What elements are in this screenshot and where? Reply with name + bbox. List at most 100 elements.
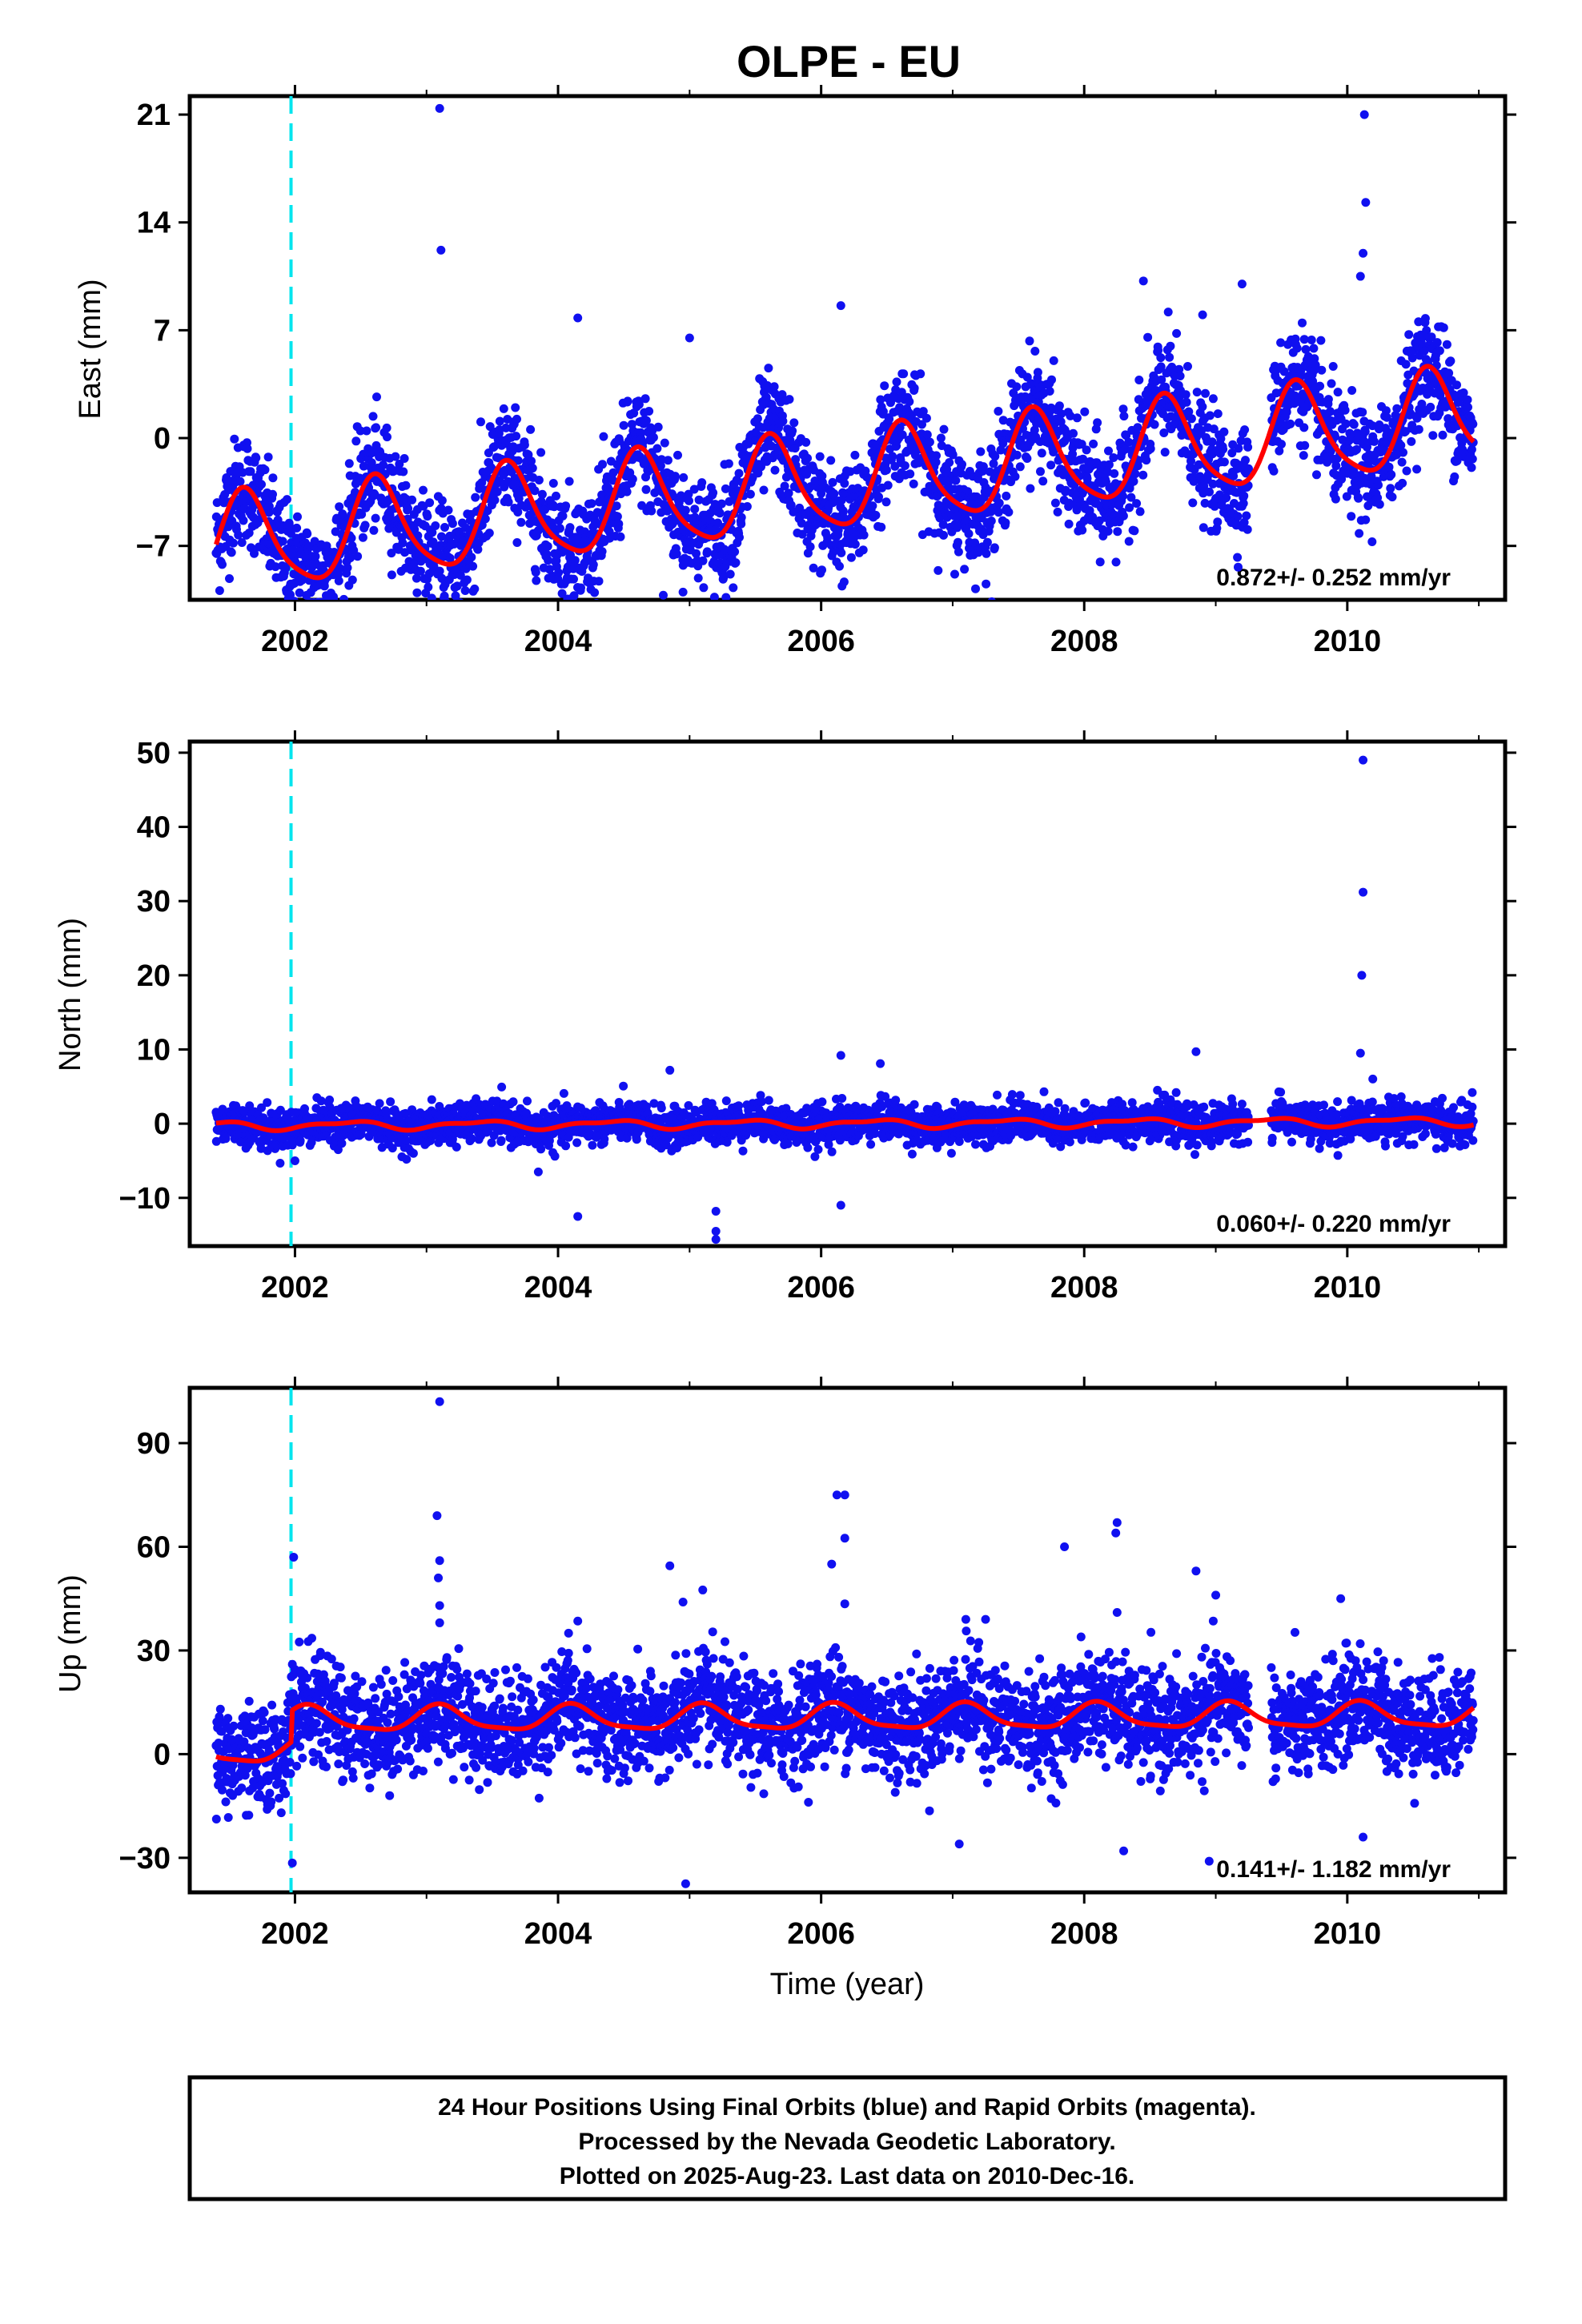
east-point [709, 593, 719, 600]
east-point [1192, 388, 1202, 397]
east-point [1022, 454, 1032, 463]
east-point [318, 606, 327, 615]
east-point [1375, 500, 1384, 509]
east-point [734, 468, 744, 478]
east-point [1082, 445, 1091, 455]
east-point [559, 601, 568, 610]
east-point [899, 369, 909, 379]
east-point [473, 545, 483, 554]
east-point [1122, 431, 1131, 440]
east-point [917, 420, 926, 429]
east-point [689, 485, 699, 494]
east-point [587, 499, 596, 509]
east-point [1450, 472, 1460, 481]
east-point [1299, 451, 1308, 460]
east-point [292, 523, 302, 533]
east-point [954, 547, 963, 557]
east-point [1054, 401, 1064, 411]
east-point [670, 472, 680, 481]
east-point [1337, 474, 1347, 484]
east-point [839, 507, 848, 517]
east-point [335, 564, 345, 573]
east-point [1468, 420, 1478, 429]
east-point [357, 509, 367, 519]
east-point [528, 464, 537, 473]
east-point [858, 545, 868, 555]
east-x-tick-label: 2008 [1050, 625, 1118, 658]
east-point [672, 549, 681, 559]
east-point [1242, 511, 1251, 521]
east-point [536, 448, 546, 457]
north-point [408, 1148, 418, 1158]
east-point [932, 451, 941, 460]
east-point [1045, 387, 1054, 396]
east-point [916, 369, 926, 379]
east-point [881, 497, 891, 507]
east-point [713, 518, 722, 528]
east-point [311, 552, 320, 561]
east-point [769, 382, 779, 392]
east-point [840, 479, 849, 489]
east-point [235, 476, 245, 486]
east-point [1080, 407, 1090, 416]
east-point [395, 460, 404, 468]
north-point [386, 1097, 396, 1107]
east-point [950, 569, 959, 579]
east-point [1386, 484, 1395, 493]
east-point [922, 430, 932, 440]
east-point [251, 453, 261, 463]
east-point [1427, 332, 1436, 342]
east-point [1241, 456, 1250, 465]
east-point [781, 472, 791, 482]
east-point [1467, 463, 1476, 472]
east-point [623, 396, 632, 406]
east-point [544, 565, 554, 574]
east-point [859, 530, 869, 540]
east-point [593, 599, 600, 600]
east-point [1010, 472, 1020, 481]
east-point [1111, 557, 1121, 567]
east-point [1132, 499, 1142, 509]
east-point [1049, 356, 1058, 365]
east-point [527, 456, 536, 466]
east-point [989, 459, 998, 468]
east-point [549, 502, 559, 512]
east-point [652, 444, 662, 453]
east-point [982, 549, 991, 558]
east-point [1198, 402, 1207, 412]
east-point [512, 432, 521, 441]
east-point [513, 508, 523, 517]
east-point [531, 568, 540, 577]
east-point [1175, 372, 1185, 380]
east-point [1333, 388, 1343, 397]
north-point [221, 1134, 231, 1144]
east-point [1205, 487, 1214, 497]
east-point [400, 454, 409, 463]
east-point [1089, 439, 1098, 448]
east-point [1381, 406, 1391, 416]
east-point [1165, 352, 1174, 362]
east-point [555, 524, 564, 533]
east-point [850, 450, 860, 460]
east-point [935, 513, 945, 523]
east-point [759, 485, 769, 495]
east-point [1209, 424, 1219, 434]
east-point [1160, 448, 1170, 457]
east-point [358, 533, 367, 542]
east-point [288, 613, 297, 622]
east-point [735, 533, 744, 542]
east-outlier-point [1198, 310, 1207, 320]
east-point [1311, 360, 1320, 370]
east-point [416, 605, 424, 613]
east-point [1001, 518, 1010, 528]
north-point [561, 1141, 571, 1151]
east-point [423, 512, 432, 521]
east-point [1069, 428, 1078, 438]
east-point [1402, 466, 1411, 476]
east-point [1207, 437, 1217, 447]
east-point [1299, 423, 1309, 432]
east-outlier-point [1359, 110, 1369, 119]
east-point [1150, 420, 1159, 429]
north-points [211, 755, 1478, 1244]
north-point [263, 1098, 272, 1108]
